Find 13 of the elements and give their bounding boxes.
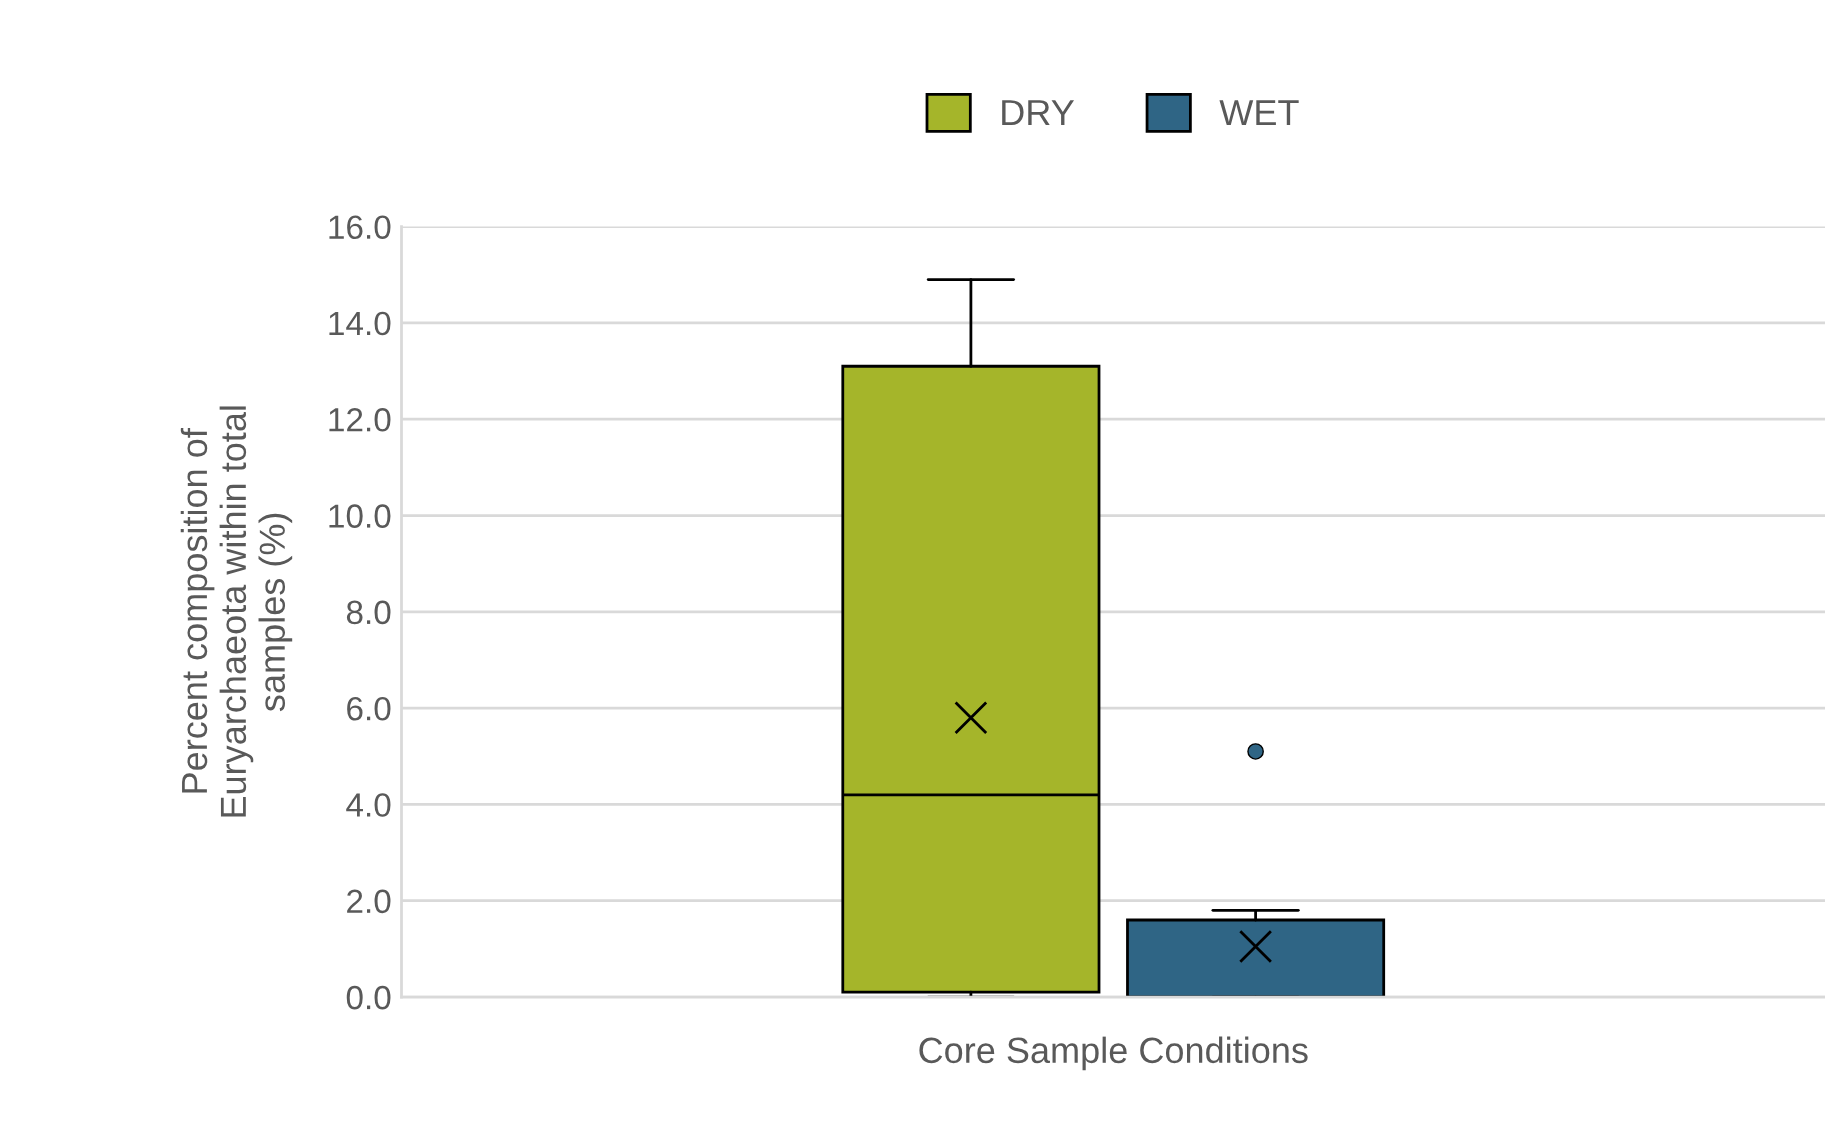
y-tick-label: 14.0 [329,311,391,336]
y-tick-label: 16.0 [329,215,391,240]
y-tick-label: 2.0 [347,889,391,914]
legend-label: DRY [1002,100,1075,125]
y-tick-label: 6.0 [347,696,391,721]
x-axis-title: Core Sample Conditions [919,1036,1308,1071]
y-tick-label: 0.0 [346,985,391,1010]
y-tick-label: 10.0 [329,504,391,528]
y-axis-title: Percent composition of Euryarchaeota within total samples (%) [180,406,293,817]
y-tick-label: 4.0 [346,793,391,817]
legend-label: WET [1219,100,1299,125]
y-tick-label: 8.0 [346,600,391,625]
y-tick-label: 12.0 [329,408,391,432]
